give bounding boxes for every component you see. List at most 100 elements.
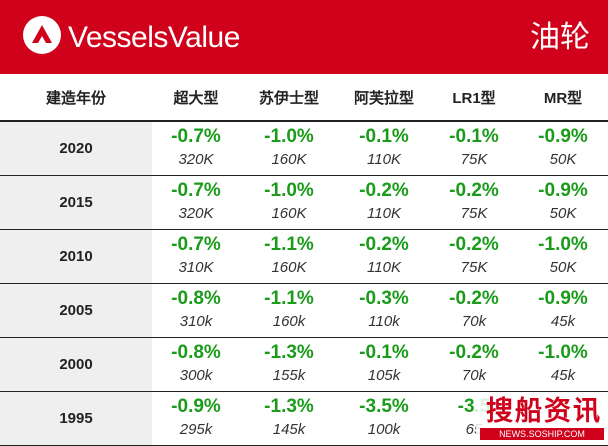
value-cell: -1.0% 160K — [240, 121, 338, 175]
change-value: 45k — [550, 312, 576, 330]
build-year-cell: 2000 — [0, 337, 152, 391]
value-cell: -0.3% 110k — [338, 283, 430, 337]
table-row: 2000 -0.8% 300k -1.3% 155k -0.1% 105k -0.2% 70k -… — [0, 337, 608, 391]
change-value: 155k — [272, 366, 306, 384]
value-cell: -1.1% 160k — [240, 283, 338, 337]
value-cell: -1.3% 145k — [240, 391, 338, 445]
change-percent: -0.9% — [538, 179, 588, 201]
value-cell: -1.0% 50K — [518, 229, 608, 283]
value-cell: -3.5% 100k — [338, 391, 430, 445]
change-value: 295k — [179, 420, 213, 438]
page-title: 油轮 — [530, 21, 590, 54]
value-cell: -0.9% 295k — [152, 391, 240, 445]
change-value: 75K — [460, 151, 488, 168]
value-change-table: 建造年份 超大型 苏伊士型 阿芙拉型 LR1型 MR型 2020 -0.7% 320… — [0, 74, 608, 446]
change-percent: -1.3% — [264, 395, 314, 417]
change-value: 160k — [272, 312, 306, 330]
value-cell: -1.3% 155k — [240, 337, 338, 391]
change-value: 160K — [271, 151, 307, 168]
change-value: 50K — [549, 258, 577, 276]
change-value: 320K — [178, 204, 214, 222]
value-cell: -0.1% 110K — [338, 121, 430, 175]
change-percent: -0.8% — [171, 287, 221, 309]
change-percent: -1.3% — [264, 341, 314, 363]
change-percent: -0.2% — [359, 233, 409, 255]
column-header-mr: MR型 — [518, 74, 608, 121]
value-cell: -0.9% 45k — [518, 283, 608, 337]
change-value: 75K — [460, 258, 488, 276]
change-percent: -1.1% — [264, 233, 314, 255]
build-year-cell: 1995 — [0, 391, 152, 445]
value-cell: -0.2% 70k — [430, 337, 518, 391]
table-header-row: 建造年份 超大型 苏伊士型 阿芙拉型 LR1型 MR型 — [0, 74, 608, 121]
table-row: 2010 -0.7% 310K -1.1% 160K -0.2% 110K -0.2% 75K -… — [0, 229, 608, 283]
value-cell: -1.0% 45k — [518, 337, 608, 391]
change-percent: -1.0% — [538, 233, 588, 255]
value-cell: -1.0% 160K — [240, 175, 338, 229]
change-value: 110K — [367, 258, 401, 276]
build-year-cell: 2015 — [0, 175, 152, 229]
change-value: 50K — [549, 204, 577, 222]
watermark-text: 搜船资讯 — [486, 396, 602, 426]
change-value: 70k — [461, 366, 487, 384]
change-percent: -1.0% — [264, 126, 314, 147]
change-value: 145k — [272, 420, 306, 438]
value-cell: -0.2% 70k — [430, 283, 518, 337]
change-percent: -0.1% — [359, 341, 409, 363]
value-cell: -0.2% 110K — [338, 175, 430, 229]
value-cell: -0.7% 310K — [152, 229, 240, 283]
build-year-cell: 2020 — [0, 121, 152, 175]
change-value: 70k — [461, 312, 487, 330]
change-value: 320K — [178, 151, 214, 168]
change-value: 300k — [179, 366, 213, 384]
value-cell: -0.2% 75K — [430, 175, 518, 229]
change-value: 310k — [179, 312, 213, 330]
column-header-suezmax: 苏伊士型 — [240, 74, 338, 121]
change-percent: -0.3% — [359, 287, 409, 309]
change-percent: -0.9% — [538, 287, 588, 309]
value-cell: -0.1% 105k — [338, 337, 430, 391]
watermark: 搜船资讯 NEWS.SOSHIP.COM — [476, 392, 608, 442]
value-cell: -0.9% 50K — [518, 121, 608, 175]
table-row: 2020 -0.7% 320K -1.0% 160K -0.1% 110K -0.1% 75K -… — [0, 121, 608, 175]
value-cell: -0.8% 310k — [152, 283, 240, 337]
change-percent: -0.8% — [171, 341, 221, 363]
table-row: 2005 -0.8% 310k -1.1% 160k -0.3% 110k -0.2% 70k -… — [0, 283, 608, 337]
change-percent: -0.9% — [171, 395, 221, 417]
table-row: 2015 -0.7% 320K -1.0% 160K -0.2% 110K -0.2% 75K -… — [0, 175, 608, 229]
change-value: 110k — [368, 312, 400, 330]
change-percent: -0.1% — [359, 126, 409, 147]
table-row: 1995 -0.9% 295k -1.3% 145k -3.5% 100k -3.5 65 — [0, 391, 608, 445]
value-cell: -0.1% 75K — [430, 121, 518, 175]
change-value: 110K — [367, 204, 401, 222]
change-value: 160K — [271, 258, 307, 276]
column-header-aframax: 阿芙拉型 — [338, 74, 430, 121]
change-percent: -0.7% — [171, 179, 221, 201]
change-percent: -0.2% — [449, 179, 499, 201]
vesselsvalue-logo-icon — [23, 16, 61, 54]
change-percent: -0.1% — [449, 126, 499, 147]
value-cell: -0.7% 320K — [152, 175, 240, 229]
value-cell: -0.7% 320K — [152, 121, 240, 175]
value-cell: -0.2% 110K — [338, 229, 430, 283]
change-value: 100k — [367, 420, 401, 438]
change-percent: -1.0% — [264, 179, 314, 201]
change-percent: -0.2% — [449, 287, 499, 309]
change-percent: -0.2% — [449, 233, 499, 255]
change-value: 75K — [460, 204, 488, 222]
header-bar: VesselsValue 油轮 — [0, 0, 608, 74]
change-percent: -0.9% — [538, 126, 588, 147]
change-percent: -0.7% — [171, 126, 221, 147]
change-percent: -1.1% — [264, 287, 314, 309]
value-cell: -0.8% 300k — [152, 337, 240, 391]
column-header-lr1: LR1型 — [430, 74, 518, 121]
change-percent: -0.2% — [449, 341, 499, 363]
change-value: 50K — [549, 151, 577, 168]
change-percent: -0.2% — [359, 179, 409, 201]
change-percent: -0.7% — [171, 233, 221, 255]
change-value: 105k — [367, 366, 401, 384]
build-year-cell: 2010 — [0, 229, 152, 283]
change-value: 160K — [271, 204, 307, 222]
change-value: 45k — [550, 366, 576, 384]
watermark-url: NEWS.SOSHIP.COM — [480, 428, 604, 440]
